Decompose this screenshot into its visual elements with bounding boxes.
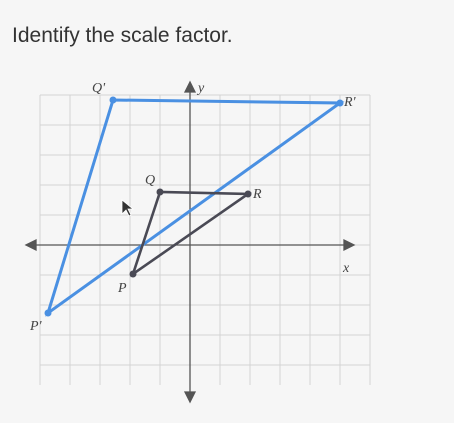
vertex [156,188,164,196]
vertex-label: P [117,281,127,296]
question: Identify the scale factor. [12,24,233,47]
vertex [129,270,137,278]
cursor [121,199,135,217]
grid [39,94,371,385]
arrowhead [183,391,197,404]
vertex-label: Q [145,173,155,188]
vertex [44,309,52,317]
arrowhead [183,80,197,93]
arrowhead [343,238,356,252]
vertex-label: P' [29,319,43,334]
vertex [244,190,252,198]
vertex [336,99,344,107]
x-axis-label: x [342,261,350,276]
y-axis [183,80,197,404]
vertex-label: R' [343,95,357,110]
y-axis-label: y [196,81,205,96]
vertex-label: R [252,187,262,202]
arrowhead [24,238,37,252]
image-triangle [45,98,345,317]
pre-image-triangle [130,190,253,278]
vertex-label: Q' [92,81,106,96]
vertex [109,96,117,104]
